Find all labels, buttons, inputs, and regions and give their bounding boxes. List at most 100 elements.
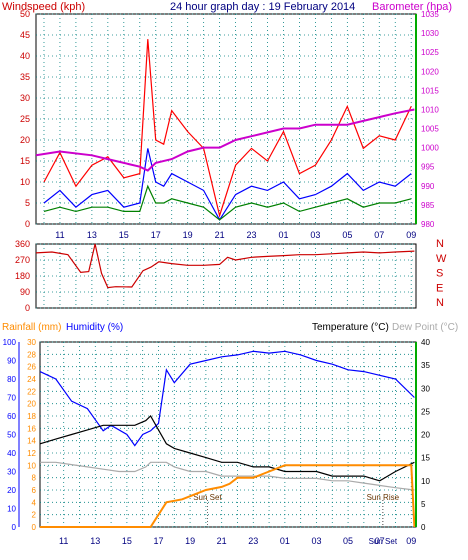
humidity-tick-label: 60 — [7, 412, 16, 421]
x-tick-label: 01 — [278, 230, 288, 240]
y-tick-label: 180 — [15, 271, 30, 281]
y2-tick-label: 1020 — [421, 67, 439, 76]
rain-tick-label: 4 — [32, 498, 37, 507]
y-tick-label: 0 — [25, 219, 30, 229]
plot-area — [39, 341, 417, 528]
chart-title: 24 hour graph day : 19 February 2014 — [170, 1, 355, 13]
y2-tick-label: 995 — [421, 163, 435, 172]
series-temperature — [39, 415, 415, 482]
humidity-tick-label: 30 — [7, 468, 16, 477]
y-tick-label: 90 — [20, 287, 30, 297]
rain-tick-label: 26 — [27, 363, 36, 372]
rain-tick-label: 6 — [32, 486, 37, 495]
humidity-tick-label: 90 — [7, 357, 16, 366]
x-tick-label: 15 — [119, 230, 129, 240]
temp-tick-label: 25 — [421, 407, 430, 416]
humidity-tick-label: 100 — [3, 338, 17, 347]
compass-label: N — [436, 297, 444, 309]
rain-tick-label: 18 — [27, 412, 36, 421]
humidity-tick-label: 50 — [7, 431, 16, 440]
series-barometer — [35, 108, 415, 172]
x-tick-label: 01 — [280, 536, 290, 546]
humidity-tick-label: 40 — [7, 449, 16, 458]
rain-tick-label: 0 — [32, 523, 37, 532]
series-humidity — [39, 350, 415, 447]
x-tick-label: 23 — [248, 536, 258, 546]
x-tick-label: 07 — [374, 230, 384, 240]
temp-tick-label: 35 — [421, 361, 430, 370]
rain-tick-label: 22 — [27, 387, 36, 396]
dew-point-axis-label: Dew Point (°C) — [392, 322, 458, 333]
humidity-tick-label: 80 — [7, 375, 16, 384]
y-tick-label: 0 — [25, 303, 30, 313]
x-tick-label: 09 — [406, 230, 416, 240]
series-wind_direction — [35, 243, 415, 289]
y2-tick-label: 980 — [421, 220, 435, 229]
y-tick-label: 20 — [20, 135, 30, 145]
y-tick-label: 30 — [20, 93, 30, 103]
series-dew_point — [40, 461, 415, 491]
rain-tick-label: 10 — [27, 461, 36, 470]
x-tick-label: 07 — [375, 536, 385, 546]
x-tick-label: 13 — [90, 536, 100, 546]
humidity-axis-label: Humidity (%) — [66, 322, 123, 333]
temp-tick-label: 40 — [421, 338, 430, 347]
y-tick-label: 35 — [20, 72, 30, 82]
rain-tick-label: 28 — [27, 350, 36, 359]
wind-barometer-panel: 0510152025303540455098098599099510001005… — [20, 9, 439, 240]
rain-tick-label: 16 — [27, 424, 36, 433]
rain-tick-label: 8 — [32, 474, 37, 483]
x-tick-label: 17 — [153, 536, 163, 546]
x-tick-label: 13 — [87, 230, 97, 240]
x-tick-label: 03 — [311, 536, 321, 546]
series-wind_avg — [43, 148, 412, 221]
barometer-axis-label: Barometer (hpa) — [372, 1, 452, 13]
x-tick-label: 21 — [215, 230, 225, 240]
x-tick-label: 09 — [406, 536, 416, 546]
temp-tick-label: 20 — [421, 431, 430, 440]
y2-tick-label: 1015 — [421, 86, 439, 95]
rain-tick-label: 12 — [27, 449, 36, 458]
humidity-tick-label: 0 — [12, 523, 17, 532]
y2-tick-label: 1010 — [421, 105, 439, 114]
humidity-tick-label: 70 — [7, 394, 16, 403]
y-tick-label: 10 — [20, 177, 30, 187]
y-tick-label: 45 — [20, 30, 30, 40]
temp-tick-label: 30 — [421, 384, 430, 393]
windspeed-axis-label: Windspeed (kph) — [2, 1, 85, 13]
rainfall-axis-label: Rainfall (mm) — [2, 322, 61, 333]
humidity-tick-label: 20 — [7, 486, 16, 495]
temperature-axis-label: Temperature (°C) — [312, 322, 389, 333]
y-tick-label: 360 — [15, 239, 30, 249]
compass-label: W — [436, 253, 447, 265]
x-tick-label: 23 — [247, 230, 257, 240]
humidity-tick-label: 10 — [7, 505, 16, 514]
x-tick-label: 05 — [343, 536, 353, 546]
rain-tick-label: 30 — [27, 338, 36, 347]
y2-tick-label: 990 — [421, 182, 435, 191]
y-tick-label: 5 — [25, 198, 30, 208]
x-tick-label: 11 — [59, 536, 68, 546]
x-tick-label: 11 — [55, 230, 64, 240]
y-tick-label: 50 — [20, 9, 30, 19]
rain-humidity-temp-panel: 0102030405060708090100024681012141618202… — [3, 338, 431, 546]
y-tick-label: 15 — [20, 156, 30, 166]
x-tick-label: 21 — [217, 536, 227, 546]
rain-tick-label: 2 — [32, 511, 37, 520]
y2-tick-label: 1035 — [421, 10, 439, 19]
compass-label: N — [436, 238, 444, 250]
x-tick-label: 19 — [183, 230, 193, 240]
y2-tick-label: 1005 — [421, 125, 439, 134]
y2-tick-label: 1000 — [421, 144, 439, 153]
compass-label: E — [436, 282, 443, 294]
y-tick-label: 25 — [20, 114, 30, 124]
x-tick-label: 03 — [310, 230, 320, 240]
annotation-label: Sun Set — [193, 493, 222, 502]
x-tick-label: 19 — [185, 536, 195, 546]
x-tick-label: 05 — [342, 230, 352, 240]
y-tick-label: 270 — [15, 255, 30, 265]
y2-tick-label: 1025 — [421, 48, 439, 57]
y2-tick-label: 985 — [421, 201, 435, 210]
